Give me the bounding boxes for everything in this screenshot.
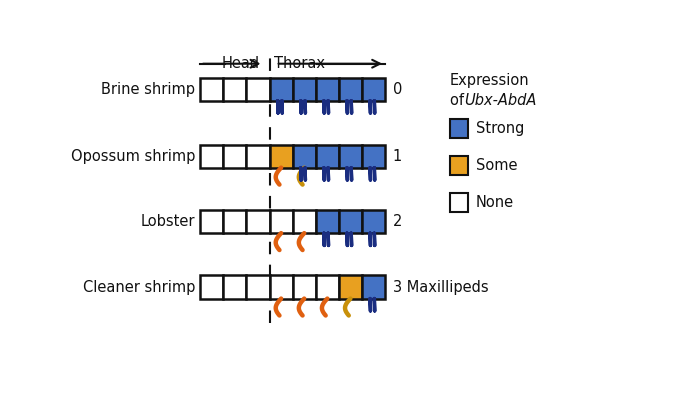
- Bar: [292, 144, 315, 168]
- Text: 1: 1: [393, 148, 402, 164]
- Text: 3 Maxillipeds: 3 Maxillipeds: [393, 279, 488, 294]
- Text: Thorax: Thorax: [274, 56, 325, 71]
- Bar: [269, 144, 292, 168]
- Bar: [246, 275, 269, 299]
- Text: Expression: Expression: [450, 73, 529, 88]
- Bar: [362, 275, 385, 299]
- Bar: [269, 210, 292, 233]
- Bar: [200, 275, 223, 299]
- Text: Some: Some: [476, 158, 517, 173]
- Bar: [450, 193, 468, 211]
- Bar: [246, 144, 269, 168]
- Text: Ubx-AbdA: Ubx-AbdA: [464, 93, 536, 108]
- Bar: [339, 210, 362, 233]
- Bar: [315, 144, 339, 168]
- Bar: [315, 275, 339, 299]
- Bar: [269, 78, 292, 101]
- Bar: [200, 210, 223, 233]
- Bar: [292, 275, 315, 299]
- Bar: [292, 210, 315, 233]
- Text: 2: 2: [393, 214, 402, 229]
- Text: Opossum shrimp: Opossum shrimp: [70, 148, 195, 164]
- Text: Cleaner shrimp: Cleaner shrimp: [83, 279, 195, 294]
- Bar: [246, 210, 269, 233]
- Bar: [450, 156, 468, 175]
- Bar: [315, 210, 339, 233]
- Bar: [339, 275, 362, 299]
- Text: Brine shrimp: Brine shrimp: [101, 82, 195, 97]
- Bar: [269, 275, 292, 299]
- Text: Head: Head: [221, 56, 259, 71]
- Text: Strong: Strong: [476, 121, 524, 136]
- Bar: [223, 275, 246, 299]
- Bar: [200, 144, 223, 168]
- Bar: [362, 210, 385, 233]
- Text: 0: 0: [393, 82, 402, 97]
- Bar: [339, 78, 362, 101]
- Bar: [200, 78, 223, 101]
- Bar: [450, 119, 468, 138]
- Bar: [246, 78, 269, 101]
- Text: of: of: [450, 93, 468, 108]
- Bar: [362, 144, 385, 168]
- Bar: [339, 144, 362, 168]
- Text: None: None: [476, 195, 514, 210]
- Bar: [223, 78, 246, 101]
- Text: Lobster: Lobster: [140, 214, 195, 229]
- Bar: [223, 210, 246, 233]
- Bar: [315, 78, 339, 101]
- Bar: [223, 144, 246, 168]
- Bar: [292, 78, 315, 101]
- Bar: [362, 78, 385, 101]
